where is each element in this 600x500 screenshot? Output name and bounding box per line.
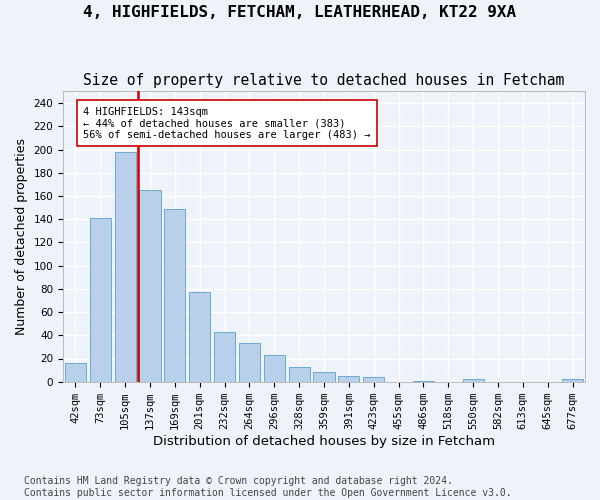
Bar	[463, 380, 484, 382]
Bar	[313, 372, 335, 382]
Bar	[363, 377, 384, 382]
Bar	[264, 355, 285, 382]
Bar	[189, 292, 210, 382]
Bar	[214, 332, 235, 382]
Bar	[413, 380, 434, 382]
Bar	[115, 152, 136, 382]
Text: 4 HIGHFIELDS: 143sqm
← 44% of detached houses are smaller (383)
56% of semi-deta: 4 HIGHFIELDS: 143sqm ← 44% of detached h…	[83, 106, 370, 140]
Bar	[289, 366, 310, 382]
Text: Contains HM Land Registry data © Crown copyright and database right 2024.
Contai: Contains HM Land Registry data © Crown c…	[24, 476, 512, 498]
Bar	[562, 380, 583, 382]
Bar	[239, 344, 260, 382]
Text: 4, HIGHFIELDS, FETCHAM, LEATHERHEAD, KT22 9XA: 4, HIGHFIELDS, FETCHAM, LEATHERHEAD, KT2…	[83, 5, 517, 20]
Title: Size of property relative to detached houses in Fetcham: Size of property relative to detached ho…	[83, 72, 565, 88]
Bar	[65, 363, 86, 382]
Y-axis label: Number of detached properties: Number of detached properties	[15, 138, 28, 335]
Bar	[164, 208, 185, 382]
Bar	[139, 190, 161, 382]
Bar	[90, 218, 111, 382]
X-axis label: Distribution of detached houses by size in Fetcham: Distribution of detached houses by size …	[153, 434, 495, 448]
Bar	[338, 376, 359, 382]
